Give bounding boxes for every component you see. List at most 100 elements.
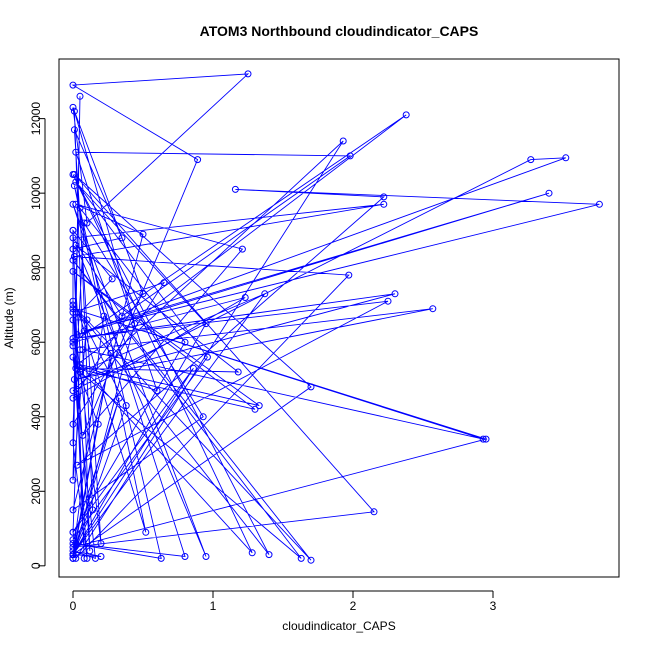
data-point <box>69 543 77 551</box>
data-point <box>346 152 354 160</box>
data-point <box>139 290 147 298</box>
plot-frame <box>58 58 620 578</box>
y-tick-label: 12000 <box>29 102 43 136</box>
data-point <box>70 107 78 115</box>
data-point <box>79 431 87 439</box>
data-point <box>69 476 77 484</box>
data-point <box>479 435 487 443</box>
data-point <box>370 508 378 516</box>
data-point <box>69 256 77 264</box>
data-point <box>194 156 202 164</box>
data-point <box>160 279 168 287</box>
y-axis-label: Altitude (m) <box>2 287 16 348</box>
data-point <box>69 439 77 447</box>
data-point <box>69 305 77 313</box>
data-point <box>89 506 97 514</box>
data-point <box>345 271 353 279</box>
data-point <box>69 226 77 234</box>
data-point <box>118 312 126 320</box>
data-point <box>482 435 490 443</box>
data-point <box>261 290 269 298</box>
y-tick-label: 10000 <box>29 176 43 210</box>
data-point <box>203 353 211 361</box>
data-point <box>384 297 392 305</box>
data-point <box>76 204 84 212</box>
data-point <box>69 267 77 275</box>
data-point <box>69 420 77 428</box>
data-point <box>69 338 77 346</box>
data-point <box>72 178 80 186</box>
data-point <box>76 361 84 369</box>
data-point <box>157 554 165 562</box>
data-point <box>69 506 77 514</box>
data-point <box>545 189 553 197</box>
data-point <box>181 338 189 346</box>
data-point <box>70 253 78 260</box>
data-point <box>69 301 77 309</box>
data-point <box>83 554 91 562</box>
data-point <box>73 331 81 339</box>
data-point <box>69 171 77 178</box>
data-point <box>527 156 535 164</box>
x-axis: 0 1 2 3 <box>70 590 497 613</box>
data-point <box>595 200 603 208</box>
data-point <box>142 528 150 536</box>
data-point <box>139 230 147 238</box>
y-tick-label: 0 <box>29 562 43 569</box>
x-tick-label: 3 <box>490 599 497 613</box>
data-point <box>69 81 77 89</box>
data-point <box>97 540 105 547</box>
data-point <box>251 405 259 413</box>
data-point <box>562 154 570 162</box>
data-point <box>70 126 78 134</box>
data-point <box>238 245 246 253</box>
data-point <box>72 200 80 208</box>
y-axis: 0 2000 4000 6000 8000 10000 12000 <box>29 102 46 569</box>
data-point <box>108 275 116 283</box>
data-point <box>83 219 91 227</box>
data-point <box>153 387 161 395</box>
data-point <box>307 556 315 564</box>
data-point <box>380 200 388 208</box>
y-tick-label: 6000 <box>29 329 43 356</box>
data-point <box>202 553 210 560</box>
data-point <box>380 193 388 201</box>
data-point <box>118 234 126 242</box>
data-point <box>69 547 77 555</box>
data-point <box>69 342 77 350</box>
data-point <box>100 312 108 320</box>
y-tick-label: 4000 <box>29 403 43 430</box>
data-point <box>199 413 207 421</box>
data-point <box>391 290 399 298</box>
data-point <box>69 353 77 361</box>
data-point <box>69 551 77 559</box>
chart-title: ATOM3 Northbound cloudindicator_CAPS <box>200 23 479 39</box>
data-point <box>72 148 80 156</box>
data-point <box>76 346 84 354</box>
data-point <box>76 92 84 100</box>
data-point <box>122 402 130 410</box>
data-point <box>248 549 256 557</box>
data-point <box>181 553 189 560</box>
data-point <box>80 554 88 562</box>
data-point <box>255 402 263 410</box>
data-point <box>69 316 77 324</box>
y-tick-label: 8000 <box>29 254 43 281</box>
data-point <box>86 547 94 555</box>
data-point <box>231 185 239 193</box>
data-point <box>69 297 77 305</box>
data-point <box>131 320 139 328</box>
data-point <box>202 320 210 328</box>
data-point <box>79 346 87 354</box>
data-point <box>69 536 77 544</box>
data-point <box>70 182 78 190</box>
data-point <box>234 368 242 376</box>
data-point <box>402 111 410 119</box>
data-point <box>69 528 77 536</box>
data-point <box>83 316 91 324</box>
x-tick-label: 2 <box>350 599 357 613</box>
data-point <box>69 103 77 111</box>
data-point <box>76 368 84 376</box>
data-point <box>115 394 123 402</box>
